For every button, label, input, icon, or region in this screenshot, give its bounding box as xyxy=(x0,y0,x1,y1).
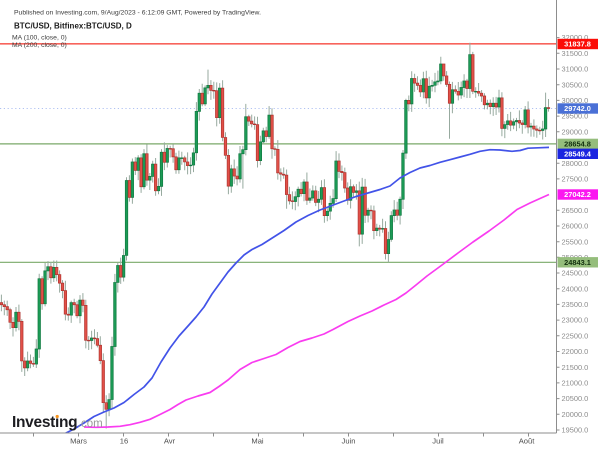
svg-text:31837.8: 31837.8 xyxy=(564,40,591,49)
svg-text:Mai: Mai xyxy=(251,437,264,446)
svg-text:29000.0: 29000.0 xyxy=(562,127,589,136)
svg-text:20000.0: 20000.0 xyxy=(562,410,589,419)
svg-text:28654.8: 28654.8 xyxy=(564,140,591,149)
svg-text:21500.0: 21500.0 xyxy=(562,363,589,372)
svg-text:23500.0: 23500.0 xyxy=(562,300,589,309)
svg-text:23000.0: 23000.0 xyxy=(562,316,589,325)
svg-text:.com: .com xyxy=(78,418,103,430)
svg-text:BTC/USD, Bitfinex:BTC/USD, D: BTC/USD, Bitfinex:BTC/USD, D xyxy=(14,22,132,31)
svg-text:29500.0: 29500.0 xyxy=(562,112,589,121)
svg-text:30500.0: 30500.0 xyxy=(562,80,589,89)
svg-text:22500.0: 22500.0 xyxy=(562,331,589,340)
svg-text:32000.0: 32000.0 xyxy=(562,33,589,42)
svg-text:29742.0: 29742.0 xyxy=(564,104,591,113)
svg-text:27042.2: 27042.2 xyxy=(564,190,591,199)
svg-text:24500.0: 24500.0 xyxy=(562,269,589,278)
svg-text:20500.0: 20500.0 xyxy=(562,394,589,403)
svg-text:Investıng: Investıng xyxy=(12,414,77,431)
svg-text:Mars: Mars xyxy=(70,437,87,446)
svg-text:28549.4: 28549.4 xyxy=(564,150,592,159)
svg-text:Juil: Juil xyxy=(432,437,444,446)
svg-text:Juin: Juin xyxy=(342,437,356,446)
svg-text:Avr: Avr xyxy=(164,437,176,446)
svg-text:27500.0: 27500.0 xyxy=(562,175,589,184)
svg-text:Published on Investing.com, 9/: Published on Investing.com, 9/Aug/2023 -… xyxy=(14,10,261,17)
svg-text:25500.0: 25500.0 xyxy=(562,237,589,246)
svg-text:16: 16 xyxy=(120,437,128,446)
svg-text:31500.0: 31500.0 xyxy=(562,49,589,58)
svg-text:19500.0: 19500.0 xyxy=(562,426,589,435)
svg-text:Août: Août xyxy=(519,437,536,446)
svg-text:28000.0: 28000.0 xyxy=(562,159,589,168)
svg-text:21000.0: 21000.0 xyxy=(562,379,589,388)
svg-text:22000.0: 22000.0 xyxy=(562,347,589,356)
svg-text:24000.0: 24000.0 xyxy=(562,284,589,293)
svg-text:MA (200, close, 0): MA (200, close, 0) xyxy=(12,42,67,49)
svg-text:26000.0: 26000.0 xyxy=(562,222,589,231)
svg-text:24843.1: 24843.1 xyxy=(564,258,591,267)
svg-text:31000.0: 31000.0 xyxy=(562,65,589,74)
svg-text:MA (100, close, 0): MA (100, close, 0) xyxy=(12,35,67,42)
svg-text:26500.0: 26500.0 xyxy=(562,206,589,215)
svg-text:30000.0: 30000.0 xyxy=(562,96,589,105)
